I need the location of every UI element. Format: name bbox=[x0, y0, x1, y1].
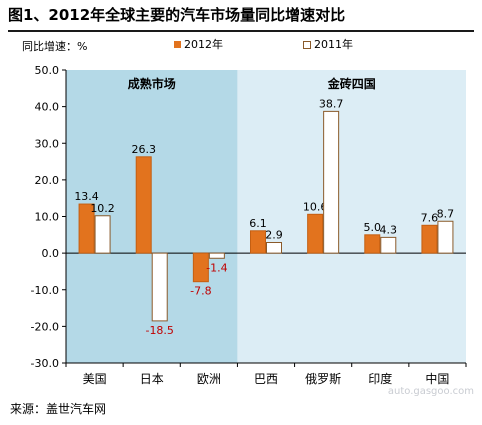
bar-2012 bbox=[250, 230, 266, 254]
page-title: 图1、2012年全球主要的汽车市场量同比增速对比 bbox=[8, 6, 346, 24]
bar-2012 bbox=[307, 213, 324, 254]
value-label: 7.6 bbox=[421, 211, 439, 224]
value-label: 4.3 bbox=[380, 223, 398, 236]
category-label: 日本 bbox=[140, 372, 164, 386]
y-tick-label: -10.0 bbox=[31, 284, 59, 297]
value-label: -7.8 bbox=[190, 285, 211, 298]
value-label: -18.5 bbox=[145, 324, 173, 337]
value-label: 2.9 bbox=[265, 229, 283, 242]
value-label: 8.7 bbox=[437, 207, 455, 220]
category-label: 美国 bbox=[83, 372, 107, 386]
value-label: 6.1 bbox=[249, 217, 267, 230]
y-tick-label: 30.0 bbox=[35, 137, 60, 150]
value-label: 10.2 bbox=[90, 202, 115, 215]
bar-2011 bbox=[266, 242, 282, 254]
bar-2011 bbox=[94, 215, 111, 254]
legend-swatch-2011 bbox=[303, 41, 311, 49]
bar-2011 bbox=[323, 110, 340, 254]
value-label: 26.3 bbox=[131, 143, 156, 156]
legend-swatch-2012 bbox=[174, 41, 181, 48]
legend-label-2012: 2012年 bbox=[184, 37, 223, 51]
title-divider bbox=[8, 30, 474, 32]
value-label: 13.4 bbox=[74, 190, 99, 203]
category-label: 巴西 bbox=[254, 372, 278, 386]
y-tick-label: -20.0 bbox=[31, 320, 59, 333]
bar-2011 bbox=[380, 236, 397, 254]
bar-2011 bbox=[151, 252, 168, 322]
region-label: 金砖四国 bbox=[327, 76, 376, 91]
watermark-text: auto.gasgoo.com bbox=[387, 386, 474, 397]
value-label: -1.4 bbox=[206, 261, 227, 274]
category-label: 中国 bbox=[425, 371, 449, 386]
value-label: 10.6 bbox=[303, 200, 328, 213]
bar-2012 bbox=[421, 224, 438, 254]
y-tick-label: 10.0 bbox=[35, 211, 60, 224]
bar-2011 bbox=[208, 252, 225, 259]
y-tick-label: 20.0 bbox=[35, 174, 60, 187]
bar-2012 bbox=[78, 203, 95, 254]
value-label: 5.0 bbox=[364, 221, 382, 234]
value-label: 38.7 bbox=[319, 97, 344, 110]
category-label: 欧洲 bbox=[197, 372, 221, 386]
y-tick-label: -30.0 bbox=[31, 357, 59, 370]
region-background bbox=[237, 70, 466, 363]
bar-2012 bbox=[192, 252, 209, 283]
y-axis-label: 同比增速：% bbox=[22, 39, 87, 53]
bar-2012 bbox=[135, 156, 152, 254]
category-label: 印度 bbox=[368, 371, 392, 386]
y-tick-label: 40.0 bbox=[35, 101, 60, 114]
bar-2012 bbox=[364, 234, 381, 254]
y-tick-label: 0.0 bbox=[42, 247, 60, 260]
bar-2011 bbox=[437, 220, 454, 254]
y-tick-label: 50.0 bbox=[35, 64, 60, 77]
region-label: 成熟市场 bbox=[128, 76, 176, 91]
source-note: 来源：盖世汽车网 bbox=[10, 402, 107, 416]
category-label: 俄罗斯 bbox=[305, 372, 341, 386]
legend-label-2011: 2011年 bbox=[314, 37, 353, 51]
